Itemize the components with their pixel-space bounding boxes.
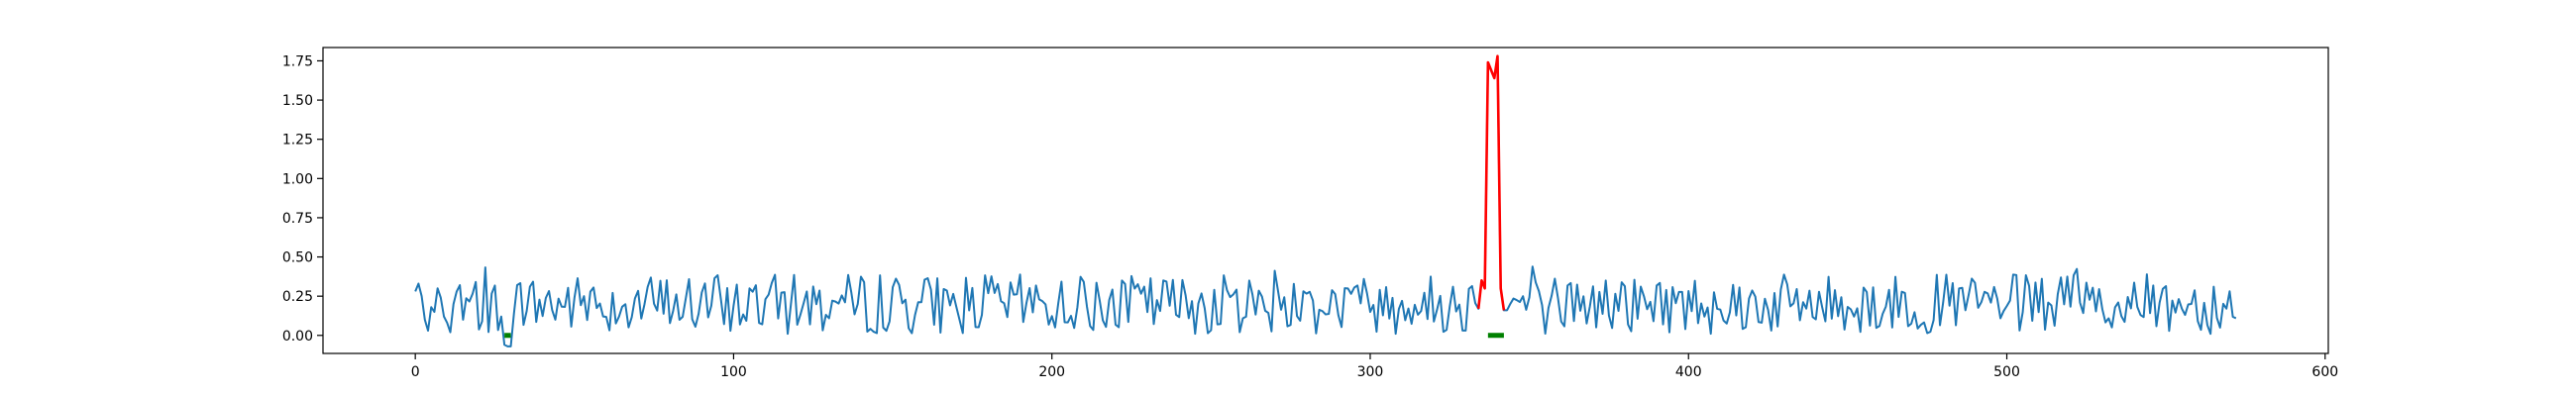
x-tick-label: 300 — [1357, 364, 1384, 380]
x-tick-label: 200 — [1038, 364, 1065, 380]
axes-layer: 0 100 200 300 400 500 600 0.00 0.25 0.50 0.75 1.00 1… — [282, 53, 2338, 380]
x-tick-label: 0 — [411, 364, 420, 380]
y-tick-label: 1.00 — [282, 171, 313, 187]
plot-frame — [322, 47, 2329, 354]
plot-area — [323, 48, 2328, 353]
y-tick-label: 0.50 — [282, 250, 313, 266]
x-tick-label: 500 — [1993, 364, 2020, 380]
y-tick-label: 0.75 — [282, 211, 313, 227]
y-tick-label: 1.50 — [282, 93, 313, 109]
x-tick-label: 100 — [720, 364, 747, 380]
y-tick-label: 1.25 — [282, 133, 313, 148]
series-line-main — [414, 54, 2237, 347]
y-tick-label: 1.75 — [282, 53, 313, 69]
x-tick-label: 600 — [2311, 364, 2338, 380]
y-tick-label: 0.00 — [282, 329, 313, 345]
y-tick-label: 0.25 — [282, 289, 313, 305]
series-layer — [414, 54, 2237, 347]
series-line-anomaly — [1476, 54, 1506, 311]
x-tick-label: 400 — [1675, 364, 1702, 380]
